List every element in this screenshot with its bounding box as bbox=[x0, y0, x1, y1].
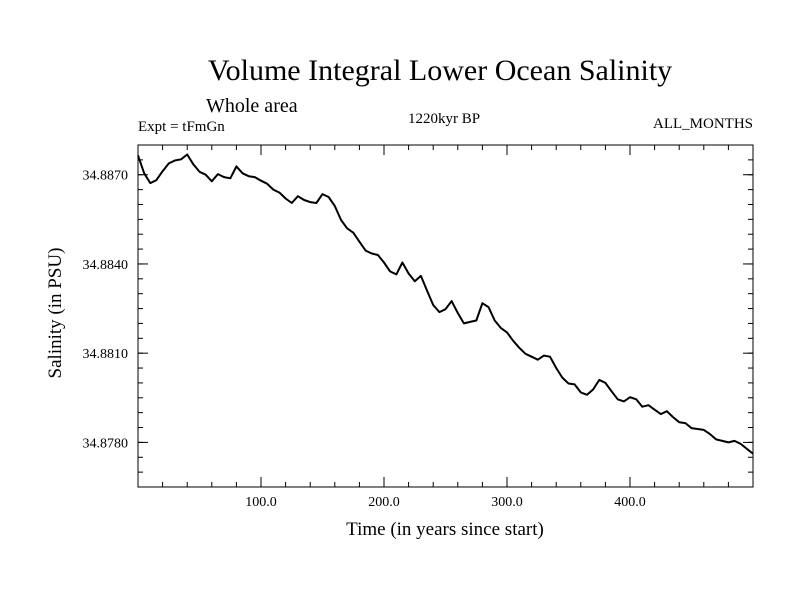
x-tick-label: 200.0 bbox=[368, 495, 400, 510]
y-tick-label: 34.8810 bbox=[83, 347, 129, 362]
y-tick-label: 34.8840 bbox=[83, 258, 129, 273]
x-axis-label: Time (in years since start) bbox=[346, 519, 544, 540]
chart-subtitle: Whole area bbox=[206, 95, 298, 117]
y-tick-label: 34.8780 bbox=[83, 436, 129, 451]
y-tick-label: 34.8870 bbox=[83, 169, 129, 184]
series-line-salinity bbox=[137, 153, 754, 455]
period-label: 1220kyr BP bbox=[408, 111, 480, 127]
plot-frame bbox=[137, 144, 754, 488]
chart-title: Volume Integral Lower Ocean Salinity bbox=[208, 54, 672, 87]
x-tick-label: 300.0 bbox=[491, 495, 523, 510]
experiment-label: Expt = tFmGn bbox=[138, 119, 225, 135]
y-axis-label: Salinity (in PSU) bbox=[45, 248, 66, 379]
x-tick-label: 100.0 bbox=[245, 495, 277, 510]
x-tick-label: 400.0 bbox=[614, 495, 646, 510]
months-label: ALL_MONTHS bbox=[653, 116, 753, 132]
